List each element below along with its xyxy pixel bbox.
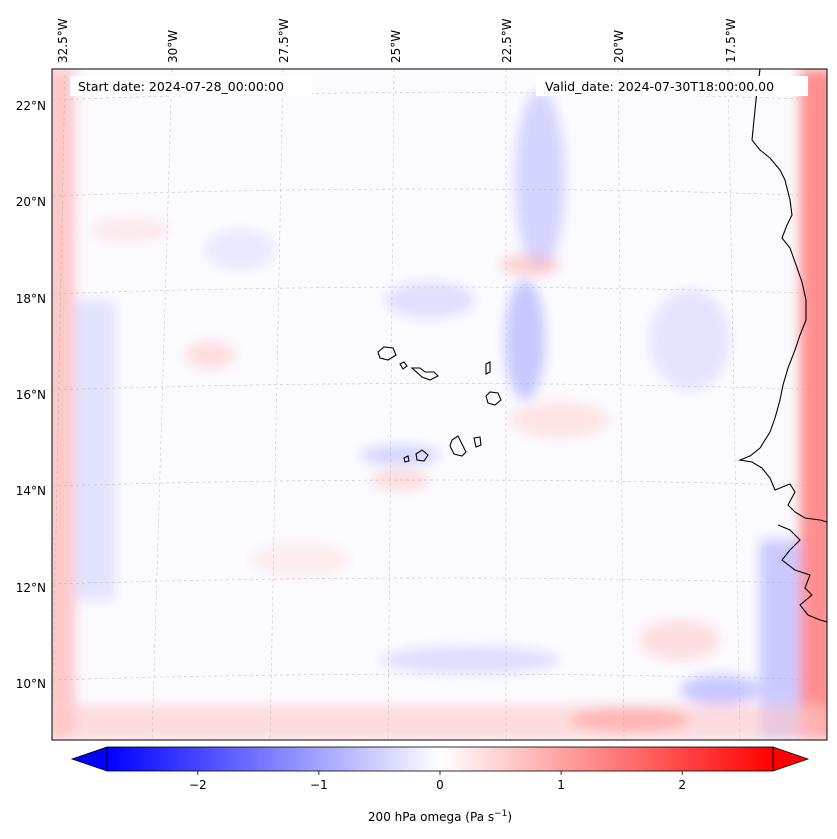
lat-label: 14°N (16, 484, 46, 498)
latitude-labels: 22°N 20°N 18°N 16°N 14°N 12°N 10°N (16, 99, 46, 691)
colorbar-tick-label: 2 (678, 778, 686, 792)
colorbar-extend-min (70, 746, 108, 772)
lat-label: 22°N (16, 99, 46, 113)
lat-label: 16°N (16, 388, 46, 402)
lat-label: 18°N (16, 292, 46, 306)
lon-label: 32.5°W (56, 18, 70, 63)
start-date-box: Start date: 2024-07-28_00:00:00 (70, 76, 312, 96)
lat-label: 12°N (16, 581, 46, 595)
island-santo-antao (377, 346, 397, 361)
colorbar-tick-label: 1 (557, 778, 565, 792)
colorbar-extend-max (772, 746, 810, 772)
lat-label: 10°N (16, 677, 46, 691)
africa-coastline (737, 69, 827, 523)
island-santiago (449, 435, 467, 457)
lon-label: 27.5°W (277, 18, 291, 63)
colorbar-label: 200 hPa omega (Pa s−1) (368, 809, 512, 824)
omega-field (52, 69, 827, 740)
island-boa-vista (485, 391, 502, 406)
colorbar-tick-label: 0 (436, 778, 444, 792)
map-frame (51, 68, 828, 741)
island-maio (473, 436, 482, 448)
valid-date-box: Valid_date: 2024-07-30T18:00:00.00 (536, 76, 808, 96)
start-date-label: Start date: 2024-07-28_00:00:00 (78, 79, 284, 94)
island-brava (403, 455, 410, 463)
map-panel: Start date: 2024-07-28_00:00:00 Valid_da… (16, 18, 828, 741)
colorbar: −2 −1 0 1 2 200 hPa omega (Pa s−1) (70, 746, 810, 824)
lon-label: 30°W (166, 30, 180, 63)
longitude-labels: 32.5°W 30°W 27.5°W 25°W 22.5°W 20°W 17.5… (56, 18, 738, 63)
island-sao-nicolau (410, 367, 439, 381)
lon-label: 25°W (389, 30, 403, 63)
lon-label: 22.5°W (500, 18, 514, 63)
coastlines (377, 69, 827, 623)
lon-label: 20°W (612, 30, 626, 63)
lat-label: 20°N (16, 195, 46, 209)
colorbar-ticks: −2 −1 0 1 2 (189, 771, 686, 792)
island-sal (485, 361, 491, 375)
colorbar-tick-label: −2 (189, 778, 207, 792)
colorbar-gradient (107, 747, 773, 771)
africa-coastline-south (777, 524, 827, 623)
colorbar-tick-label: −1 (310, 778, 328, 792)
island-sao-vicente (399, 361, 408, 370)
valid-date-label: Valid_date: 2024-07-30T18:00:00.00 (545, 79, 774, 94)
lon-label: 17.5°W (724, 18, 738, 63)
graticule (52, 69, 827, 740)
island-fogo (415, 449, 429, 462)
